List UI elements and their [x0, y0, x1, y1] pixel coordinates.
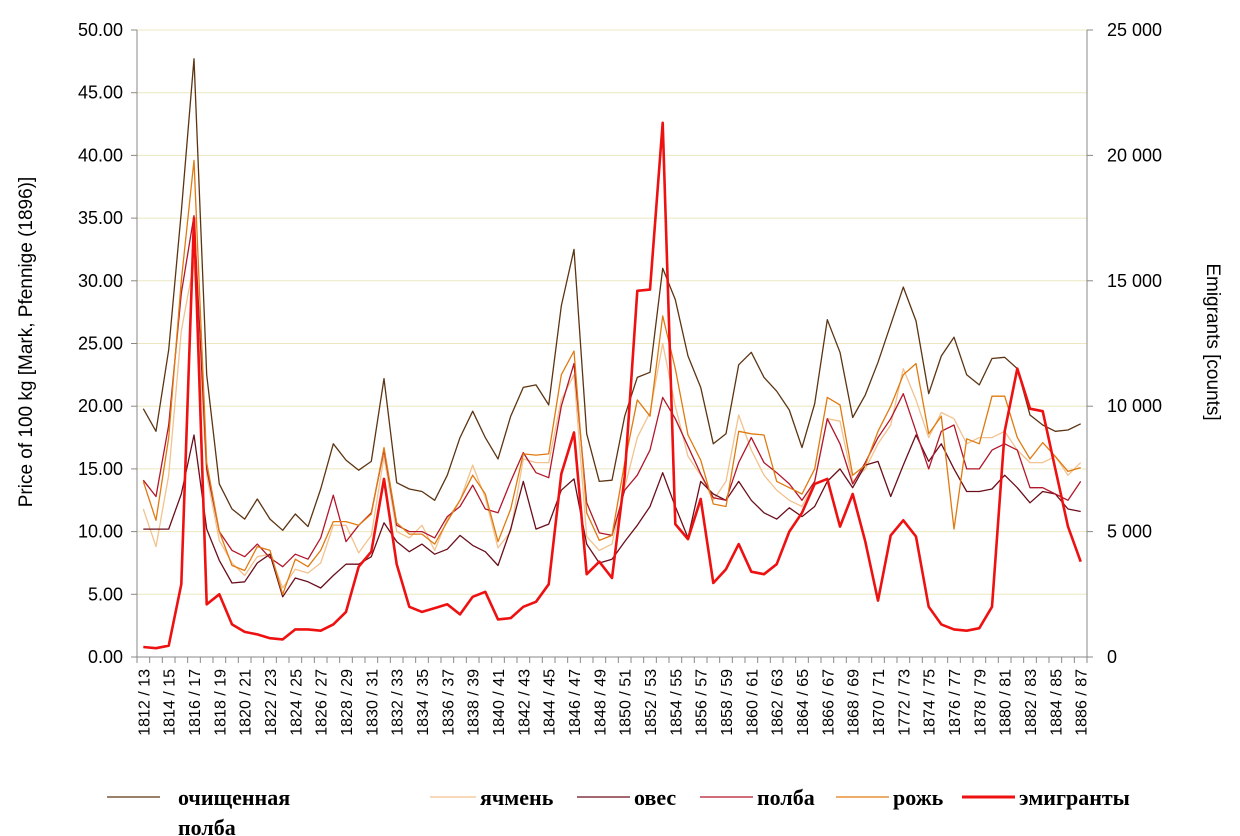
series-line-left-1 [142, 261, 1082, 589]
legend-label: очищенная полба [178, 785, 290, 836]
x-tick-label: 1874 / 75 [922, 669, 939, 736]
left-tick-label: 10.00 [78, 522, 123, 542]
x-tick-label: 1868 / 69 [846, 669, 863, 736]
x-tick-label: 1816 / 17 [187, 669, 204, 736]
x-tick-label: 1870 / 71 [871, 669, 888, 736]
left-tick-label: 30.00 [78, 271, 123, 291]
left-y-axis-ticks: 0.00 5.00 10.00 15.00 20.00 25.00 30.00 35.00 40… [78, 20, 137, 667]
x-tick-label: 1838 / 39 [466, 669, 483, 736]
legend-label: овес [634, 785, 676, 810]
x-tick-label: 1836 / 37 [440, 669, 457, 736]
x-tick-label: 1844 / 45 [542, 669, 559, 736]
left-tick-label: 5.00 [88, 584, 123, 604]
series-line-right-5 [143, 121, 1082, 650]
right-y-axis-title: Emigrants [counts] [1202, 263, 1223, 420]
x-tick-label: 1858 / 59 [719, 669, 736, 736]
right-y-axis-ticks: 0 5 000 10 000 15 000 20 000 25 000 [1087, 20, 1162, 667]
x-tick-label: 1812 / 13 [136, 669, 153, 736]
legend-label: ячмень [480, 785, 554, 810]
right-tick-label: 10 000 [1107, 396, 1162, 416]
legend-label: полба [757, 785, 815, 810]
series-line-left-0 [142, 58, 1081, 531]
x-tick-label: 1882 / 83 [1023, 669, 1040, 736]
x-tick-label: 1880 / 81 [998, 669, 1015, 736]
x-tick-label: 1850 / 51 [618, 669, 635, 736]
series-line-left-2 [143, 434, 1081, 598]
x-tick-label: 1772 / 73 [896, 669, 913, 736]
x-tick-label: 1824 / 25 [288, 669, 305, 736]
x-tick-label: 1876 / 77 [947, 669, 964, 736]
x-tick-label: 1834 / 35 [415, 669, 432, 736]
left-tick-label: 25.00 [78, 334, 123, 354]
left-tick-label: 40.00 [78, 145, 123, 165]
x-tick-label: 1828 / 29 [339, 669, 356, 736]
series-line-left-3 [142, 214, 1082, 568]
x-axis-ticks: 1812 / 13 1814 / 15 1816 / 17 1818 / 19 1820… [136, 657, 1091, 736]
x-tick-label: 1814 / 15 [162, 669, 179, 736]
left-tick-label: 20.00 [78, 396, 123, 416]
left-tick-label: 0.00 [88, 647, 123, 667]
x-tick-label: 1884 / 85 [1048, 669, 1065, 736]
x-tick-label: 1854 / 55 [668, 669, 685, 736]
right-tick-label: 20 000 [1107, 145, 1162, 165]
x-tick-label: 1840 / 41 [491, 669, 508, 736]
left-y-axis-title: Price of 100 kg [Mark, Pfennige (1896)] [16, 177, 37, 508]
x-tick-label: 1820 / 21 [238, 669, 255, 736]
left-tick-label: 15.00 [78, 459, 123, 479]
x-tick-label: 1886 / 87 [1074, 669, 1091, 736]
legend-label: эмигранты [1019, 785, 1130, 810]
left-tick-label: 35.00 [78, 208, 123, 228]
x-tick-label: 1822 / 23 [263, 669, 280, 736]
x-tick-label: 1830 / 31 [364, 669, 381, 736]
right-tick-label: 5 000 [1107, 522, 1152, 542]
left-tick-label: 50.00 [78, 20, 123, 40]
x-tick-label: 1856 / 57 [694, 669, 711, 736]
right-tick-label: 15 000 [1107, 271, 1162, 291]
x-tick-label: 1818 / 19 [212, 669, 229, 736]
x-tick-label: 1862 / 63 [770, 669, 787, 736]
x-tick-label: 1852 / 53 [643, 669, 660, 736]
x-tick-label: 1846 / 47 [567, 669, 584, 736]
x-tick-label: 1866 / 67 [820, 669, 837, 736]
right-tick-label: 25 000 [1107, 20, 1162, 40]
legend-label: рожь [893, 785, 944, 810]
x-tick-label: 1864 / 65 [795, 669, 812, 736]
x-tick-label: 1878 / 79 [972, 669, 989, 736]
series-lines [142, 58, 1082, 650]
legend: очищенная полба ячмень овес полба рожь эмигран… [107, 785, 1130, 836]
left-tick-label: 45.00 [78, 83, 123, 103]
x-tick-label: 1860 / 61 [744, 669, 761, 736]
x-tick-label: 1848 / 49 [592, 669, 609, 736]
x-tick-label: 1842 / 43 [516, 669, 533, 736]
x-tick-label: 1832 / 33 [390, 669, 407, 736]
right-tick-label: 0 [1107, 647, 1117, 667]
series-line-left-4 [142, 159, 1081, 595]
x-tick-label: 1826 / 27 [314, 669, 331, 736]
gridlines [137, 29, 1087, 595]
